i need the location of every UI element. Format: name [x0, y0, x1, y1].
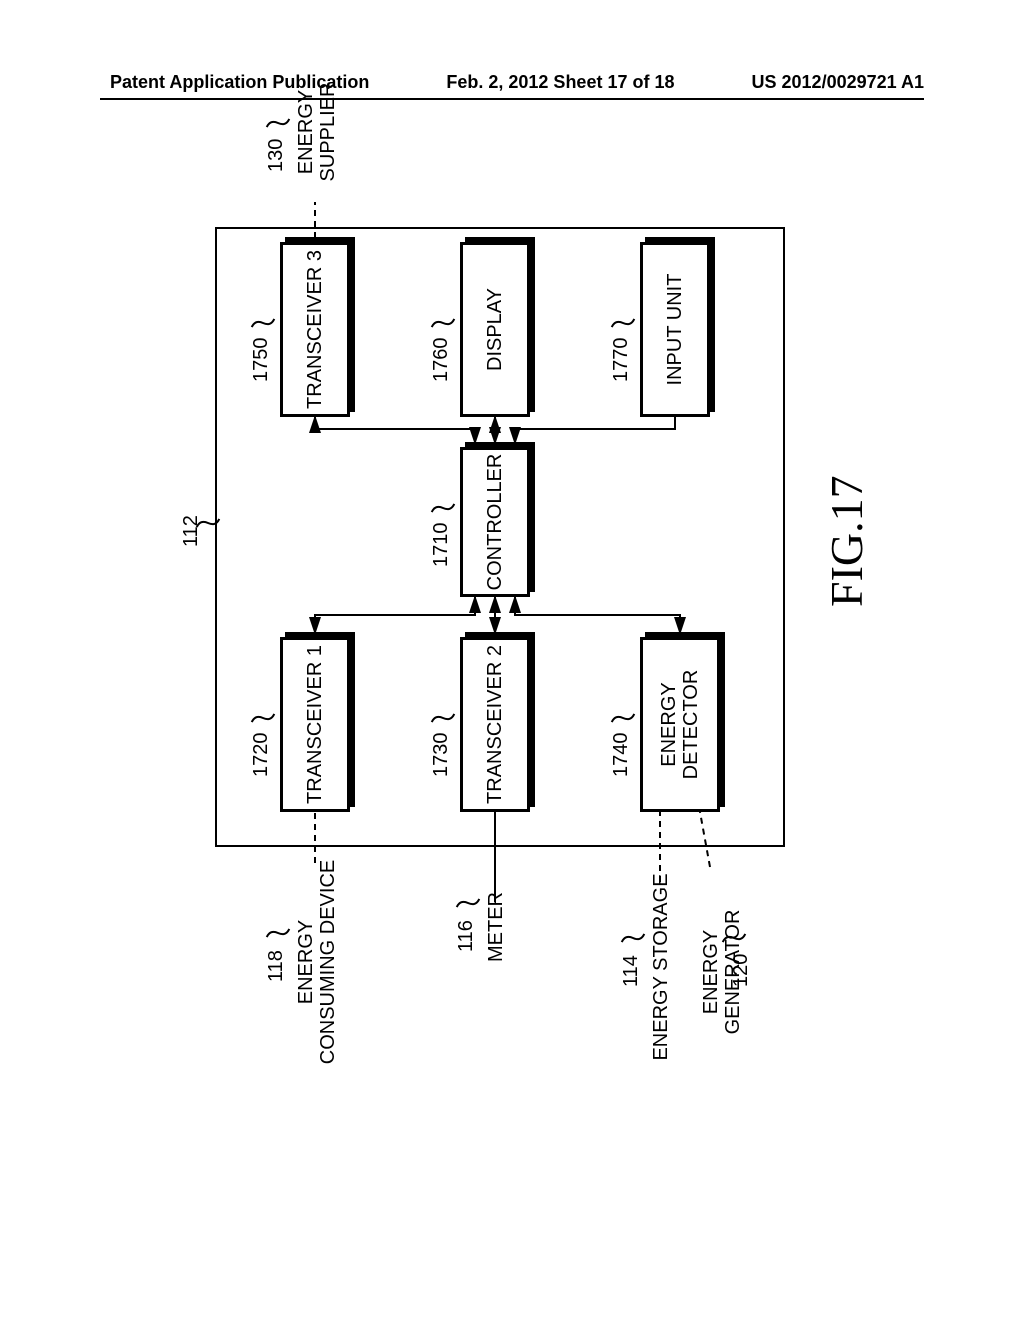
- figure-number: FIG.17: [820, 475, 873, 607]
- connections: [100, 27, 924, 1077]
- diagram-rotated-container: 112 TRANSCEIVER 1 1720 TRANSCEIVER 2 173…: [100, 140, 1024, 964]
- diagram: 112 TRANSCEIVER 1 1720 TRANSCEIVER 2 173…: [100, 27, 924, 1077]
